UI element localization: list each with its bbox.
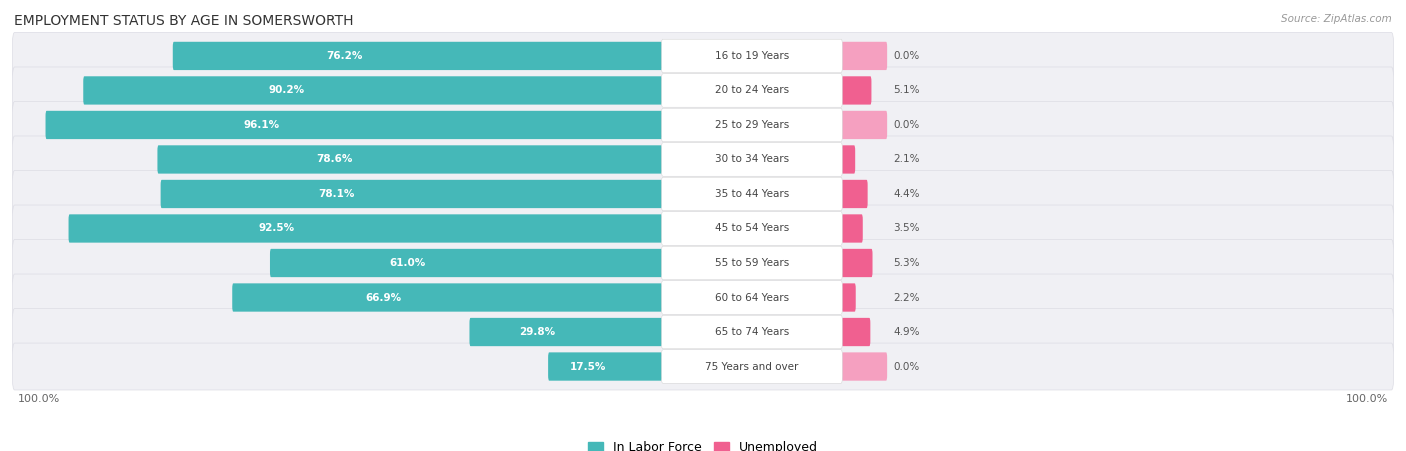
FancyBboxPatch shape [661,74,842,107]
FancyBboxPatch shape [842,352,887,381]
FancyBboxPatch shape [157,145,662,174]
Text: 96.1%: 96.1% [243,120,280,130]
FancyBboxPatch shape [842,249,873,277]
FancyBboxPatch shape [232,283,662,312]
FancyBboxPatch shape [13,67,1393,114]
Text: 75 Years and over: 75 Years and over [706,362,799,372]
FancyBboxPatch shape [661,350,842,383]
FancyBboxPatch shape [661,108,842,142]
FancyBboxPatch shape [842,283,856,312]
FancyBboxPatch shape [842,42,887,70]
FancyBboxPatch shape [13,343,1393,390]
FancyBboxPatch shape [661,281,842,314]
Text: 5.1%: 5.1% [893,85,920,96]
FancyBboxPatch shape [45,111,662,139]
Text: 0.0%: 0.0% [893,120,920,130]
Text: 90.2%: 90.2% [269,85,304,96]
FancyBboxPatch shape [173,42,662,70]
Text: 16 to 19 Years: 16 to 19 Years [714,51,789,61]
Legend: In Labor Force, Unemployed: In Labor Force, Unemployed [588,441,818,451]
FancyBboxPatch shape [842,214,863,243]
Text: 78.1%: 78.1% [318,189,354,199]
Text: Source: ZipAtlas.com: Source: ZipAtlas.com [1281,14,1392,23]
FancyBboxPatch shape [842,180,868,208]
Text: 4.4%: 4.4% [893,189,920,199]
Text: 25 to 29 Years: 25 to 29 Years [714,120,789,130]
FancyBboxPatch shape [842,318,870,346]
FancyBboxPatch shape [13,32,1393,79]
Text: 3.5%: 3.5% [893,224,920,234]
Text: 76.2%: 76.2% [326,51,363,61]
Text: 92.5%: 92.5% [259,224,295,234]
Text: 55 to 59 Years: 55 to 59 Years [714,258,789,268]
FancyBboxPatch shape [661,246,842,280]
FancyBboxPatch shape [470,318,662,346]
Text: 17.5%: 17.5% [571,362,606,372]
Text: 66.9%: 66.9% [366,293,401,303]
Text: 78.6%: 78.6% [316,154,353,165]
Text: 4.9%: 4.9% [893,327,920,337]
Text: 2.2%: 2.2% [893,293,920,303]
FancyBboxPatch shape [13,205,1393,252]
FancyBboxPatch shape [842,76,872,105]
FancyBboxPatch shape [661,315,842,349]
FancyBboxPatch shape [548,352,662,381]
Text: 2.1%: 2.1% [893,154,920,165]
FancyBboxPatch shape [13,274,1393,321]
Text: EMPLOYMENT STATUS BY AGE IN SOMERSWORTH: EMPLOYMENT STATUS BY AGE IN SOMERSWORTH [14,14,353,28]
FancyBboxPatch shape [69,214,662,243]
FancyBboxPatch shape [270,249,662,277]
Text: 100.0%: 100.0% [18,394,60,404]
Text: 60 to 64 Years: 60 to 64 Years [714,293,789,303]
FancyBboxPatch shape [13,136,1393,183]
Text: 45 to 54 Years: 45 to 54 Years [714,224,789,234]
FancyBboxPatch shape [661,212,842,245]
FancyBboxPatch shape [661,177,842,211]
Text: 0.0%: 0.0% [893,51,920,61]
FancyBboxPatch shape [13,308,1393,355]
Text: 5.3%: 5.3% [893,258,920,268]
Text: 0.0%: 0.0% [893,362,920,372]
FancyBboxPatch shape [661,39,842,73]
Text: 30 to 34 Years: 30 to 34 Years [714,154,789,165]
Text: 100.0%: 100.0% [1346,394,1388,404]
FancyBboxPatch shape [13,101,1393,148]
Text: 29.8%: 29.8% [519,327,555,337]
FancyBboxPatch shape [842,145,855,174]
FancyBboxPatch shape [842,111,887,139]
FancyBboxPatch shape [160,180,662,208]
Text: 20 to 24 Years: 20 to 24 Years [714,85,789,96]
FancyBboxPatch shape [661,143,842,176]
Text: 35 to 44 Years: 35 to 44 Years [714,189,789,199]
FancyBboxPatch shape [13,239,1393,286]
FancyBboxPatch shape [83,76,662,105]
Text: 65 to 74 Years: 65 to 74 Years [714,327,789,337]
FancyBboxPatch shape [13,170,1393,217]
Text: 61.0%: 61.0% [389,258,426,268]
